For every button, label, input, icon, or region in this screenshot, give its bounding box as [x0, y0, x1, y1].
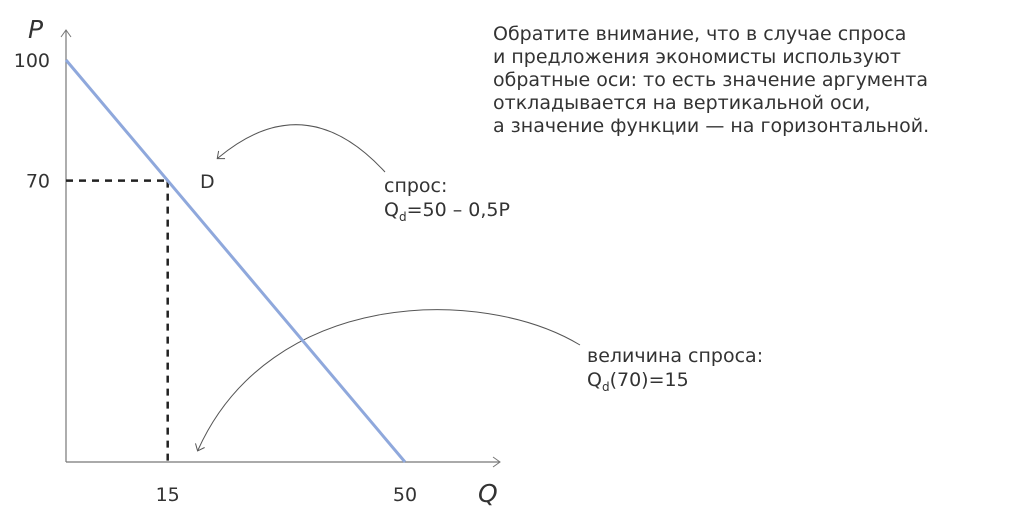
y-tick-label: 100 — [14, 50, 50, 72]
formula-symbol: Q — [384, 199, 399, 221]
x-axis-arrow — [492, 456, 501, 468]
y-axis-label: P — [28, 15, 44, 44]
x-tick-label: 50 — [393, 484, 417, 506]
annotation-arrow — [195, 309, 581, 452]
line-label: D — [200, 171, 215, 193]
annotation-formula: Qd=50 – 0,5P — [384, 199, 510, 224]
y-tick-label: 70 — [26, 171, 50, 193]
demand-line — [64, 59, 407, 463]
note-line: Обратите внимание, что в случае спроса — [493, 23, 906, 45]
x-tick-label: 15 — [156, 484, 180, 506]
note-line: и предложения экономисты используют — [493, 46, 901, 68]
formula-subscript: d — [399, 210, 407, 224]
note-line: а значение функции — на горизонтальной. — [493, 115, 929, 137]
annotation-formula: Qd(70)=15 — [587, 369, 689, 394]
y-axis-arrow — [60, 29, 72, 38]
note-line: откладывается на вертикальной оси, — [493, 92, 870, 114]
formula-subscript: d — [602, 380, 610, 394]
annotation-arrow — [216, 124, 386, 173]
annotation-title: величина спроса: — [587, 345, 763, 367]
x-axis-label: Q — [478, 479, 498, 508]
formula-body: (70)=15 — [610, 369, 689, 391]
formula-body: =50 – 0,5P — [407, 199, 510, 221]
annotation-title: спрос: — [384, 175, 447, 197]
formula-symbol: Q — [587, 369, 602, 391]
note-line: обратные оси: то есть значение аргумента — [493, 69, 928, 91]
